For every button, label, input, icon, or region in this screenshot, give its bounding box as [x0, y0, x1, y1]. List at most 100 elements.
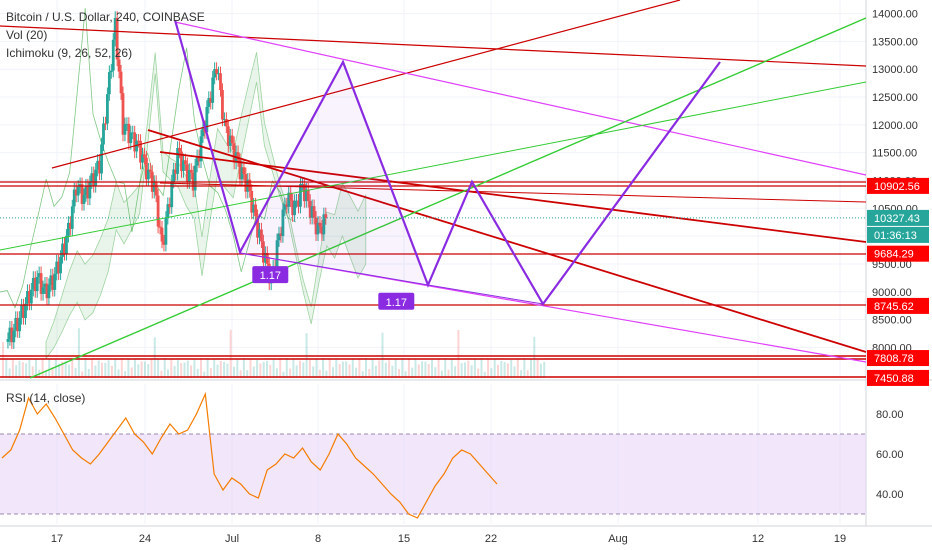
candle-body	[24, 303, 27, 319]
ichimoku-indicator-label[interactable]: Ichimoku (9, 26, 52, 26)	[6, 46, 132, 60]
descending-trendline[interactable]	[159, 182, 867, 203]
candle-body	[111, 39, 115, 71]
candle-body	[297, 200, 300, 207]
candle-body	[230, 135, 234, 144]
candle-body	[80, 184, 84, 204]
volume-bar	[266, 360, 268, 378]
green-trendline[interactable]	[29, 17, 867, 379]
symbol-title[interactable]: Bitcoin / U.S. Dollar, 240, COINBASE	[6, 10, 205, 24]
volume-bar	[28, 359, 31, 378]
candle-body	[166, 204, 170, 218]
rsi-indicator-label[interactable]: RSI (14, close)	[6, 391, 85, 405]
candle-body	[301, 184, 304, 186]
time-tick-label: 24	[139, 533, 151, 545]
price-tag-bg	[867, 369, 929, 386]
time-tick-label: 19	[834, 533, 846, 545]
volume-bar	[35, 358, 37, 378]
candle-body	[94, 169, 98, 186]
volume-bar	[262, 362, 265, 378]
candle-body	[74, 189, 78, 196]
volume-bar	[520, 370, 523, 378]
volume-bar	[447, 369, 450, 378]
volume-bar	[335, 359, 338, 378]
candle-body	[322, 214, 326, 235]
candle-body	[139, 140, 142, 163]
candle-body	[221, 90, 224, 120]
volume-bar	[464, 362, 466, 378]
volume-bar	[137, 364, 140, 378]
candle-body	[154, 181, 158, 196]
candle-body	[281, 209, 285, 237]
resistance-trendline[interactable]	[0, 25, 867, 67]
ratio-label-bg	[378, 292, 415, 310]
candle-body	[63, 243, 66, 254]
volume-bar	[269, 364, 272, 378]
candle-body	[306, 189, 310, 201]
candle-body	[72, 189, 76, 207]
price-tag-label: 7808.78	[874, 353, 914, 365]
candle-body	[320, 226, 324, 235]
volume-bar	[252, 366, 255, 378]
green-trendline[interactable]	[0, 81, 867, 251]
candle-body	[68, 222, 72, 229]
volume-bar	[58, 363, 61, 378]
rising-trendline[interactable]	[51, 0, 681, 169]
volume-bar	[460, 363, 463, 378]
candle-body	[207, 98, 211, 107]
candle-body	[240, 167, 244, 180]
price-tag-bg	[867, 209, 929, 226]
volume-bar	[87, 368, 90, 378]
volume-bar	[229, 329, 232, 378]
volume-indicator-label[interactable]: Vol (20)	[6, 28, 47, 42]
candle-body	[29, 289, 33, 304]
volume-bar	[440, 370, 443, 378]
volume-bar	[124, 371, 127, 378]
candle-body	[31, 277, 35, 290]
price-tick-label: 12500.00	[872, 92, 918, 104]
volume-bar	[223, 361, 226, 378]
candle-body	[189, 169, 193, 173]
ratio-label-bg	[252, 266, 289, 284]
volume-bar	[127, 358, 130, 378]
candle-body	[308, 200, 312, 218]
volume-bar	[54, 359, 57, 378]
descending-trendline[interactable]	[159, 151, 867, 243]
volume-bar	[483, 371, 486, 378]
candle-body	[90, 173, 94, 183]
price-tag-bg	[867, 245, 929, 262]
volume-bar	[81, 371, 84, 378]
candle-body	[185, 164, 189, 183]
candle-body	[96, 160, 100, 170]
volume-bar	[203, 371, 206, 378]
candle-body	[6, 339, 10, 342]
candle-body	[283, 204, 287, 210]
volume-bar	[516, 358, 519, 378]
candle-body	[22, 305, 25, 319]
candle-body	[43, 283, 47, 288]
volume-bar	[437, 358, 440, 378]
candle-body	[123, 124, 127, 135]
volume-bar	[299, 360, 301, 378]
candle-body	[244, 174, 248, 192]
harmonic-pattern[interactable]: 1.17 1.17	[173, 19, 721, 310]
candle-body	[145, 157, 148, 180]
upper-channel-line[interactable]	[174, 21, 867, 176]
candle-body	[224, 119, 228, 127]
volume-bar	[246, 370, 249, 378]
volume-bar	[91, 358, 94, 378]
candle-body	[65, 235, 68, 254]
volume-bar	[150, 359, 153, 378]
volume-bar	[97, 360, 100, 378]
candle-body	[277, 233, 281, 241]
candle-body	[238, 160, 242, 180]
pattern-connector	[427, 284, 544, 305]
candle-body	[199, 136, 203, 162]
volume-bar	[497, 364, 499, 378]
volume-bar	[358, 358, 361, 378]
candle-body	[242, 167, 246, 175]
candle-body	[98, 160, 101, 174]
volume-bar	[371, 358, 374, 378]
candle-body	[260, 229, 263, 242]
